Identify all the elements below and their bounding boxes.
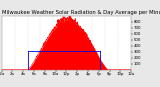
Text: Milwaukee Weather Solar Radiation & Day Average per Minute W/m2 (Today): Milwaukee Weather Solar Radiation & Day … xyxy=(2,10,160,15)
